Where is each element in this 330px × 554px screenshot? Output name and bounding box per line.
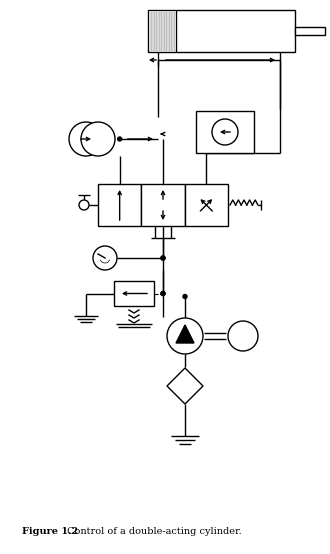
Circle shape xyxy=(183,295,187,299)
Polygon shape xyxy=(167,368,203,404)
Circle shape xyxy=(118,137,122,141)
Circle shape xyxy=(81,122,115,156)
Bar xyxy=(196,111,254,153)
Bar xyxy=(98,184,141,226)
Circle shape xyxy=(161,291,165,295)
Circle shape xyxy=(212,119,238,145)
Bar xyxy=(148,10,295,52)
Circle shape xyxy=(161,291,165,295)
Bar xyxy=(295,27,325,35)
Bar xyxy=(141,184,185,226)
Circle shape xyxy=(79,200,89,210)
Text: Figure 1.2: Figure 1.2 xyxy=(22,527,78,536)
Circle shape xyxy=(161,256,165,260)
Circle shape xyxy=(69,122,103,156)
Circle shape xyxy=(228,321,258,351)
Bar xyxy=(185,184,228,226)
Bar xyxy=(114,281,154,306)
Polygon shape xyxy=(176,325,194,343)
Circle shape xyxy=(167,318,203,354)
Circle shape xyxy=(161,256,165,260)
Circle shape xyxy=(93,246,117,270)
Text: Control of a double-acting cylinder.: Control of a double-acting cylinder. xyxy=(64,527,242,536)
Bar xyxy=(149,11,176,51)
